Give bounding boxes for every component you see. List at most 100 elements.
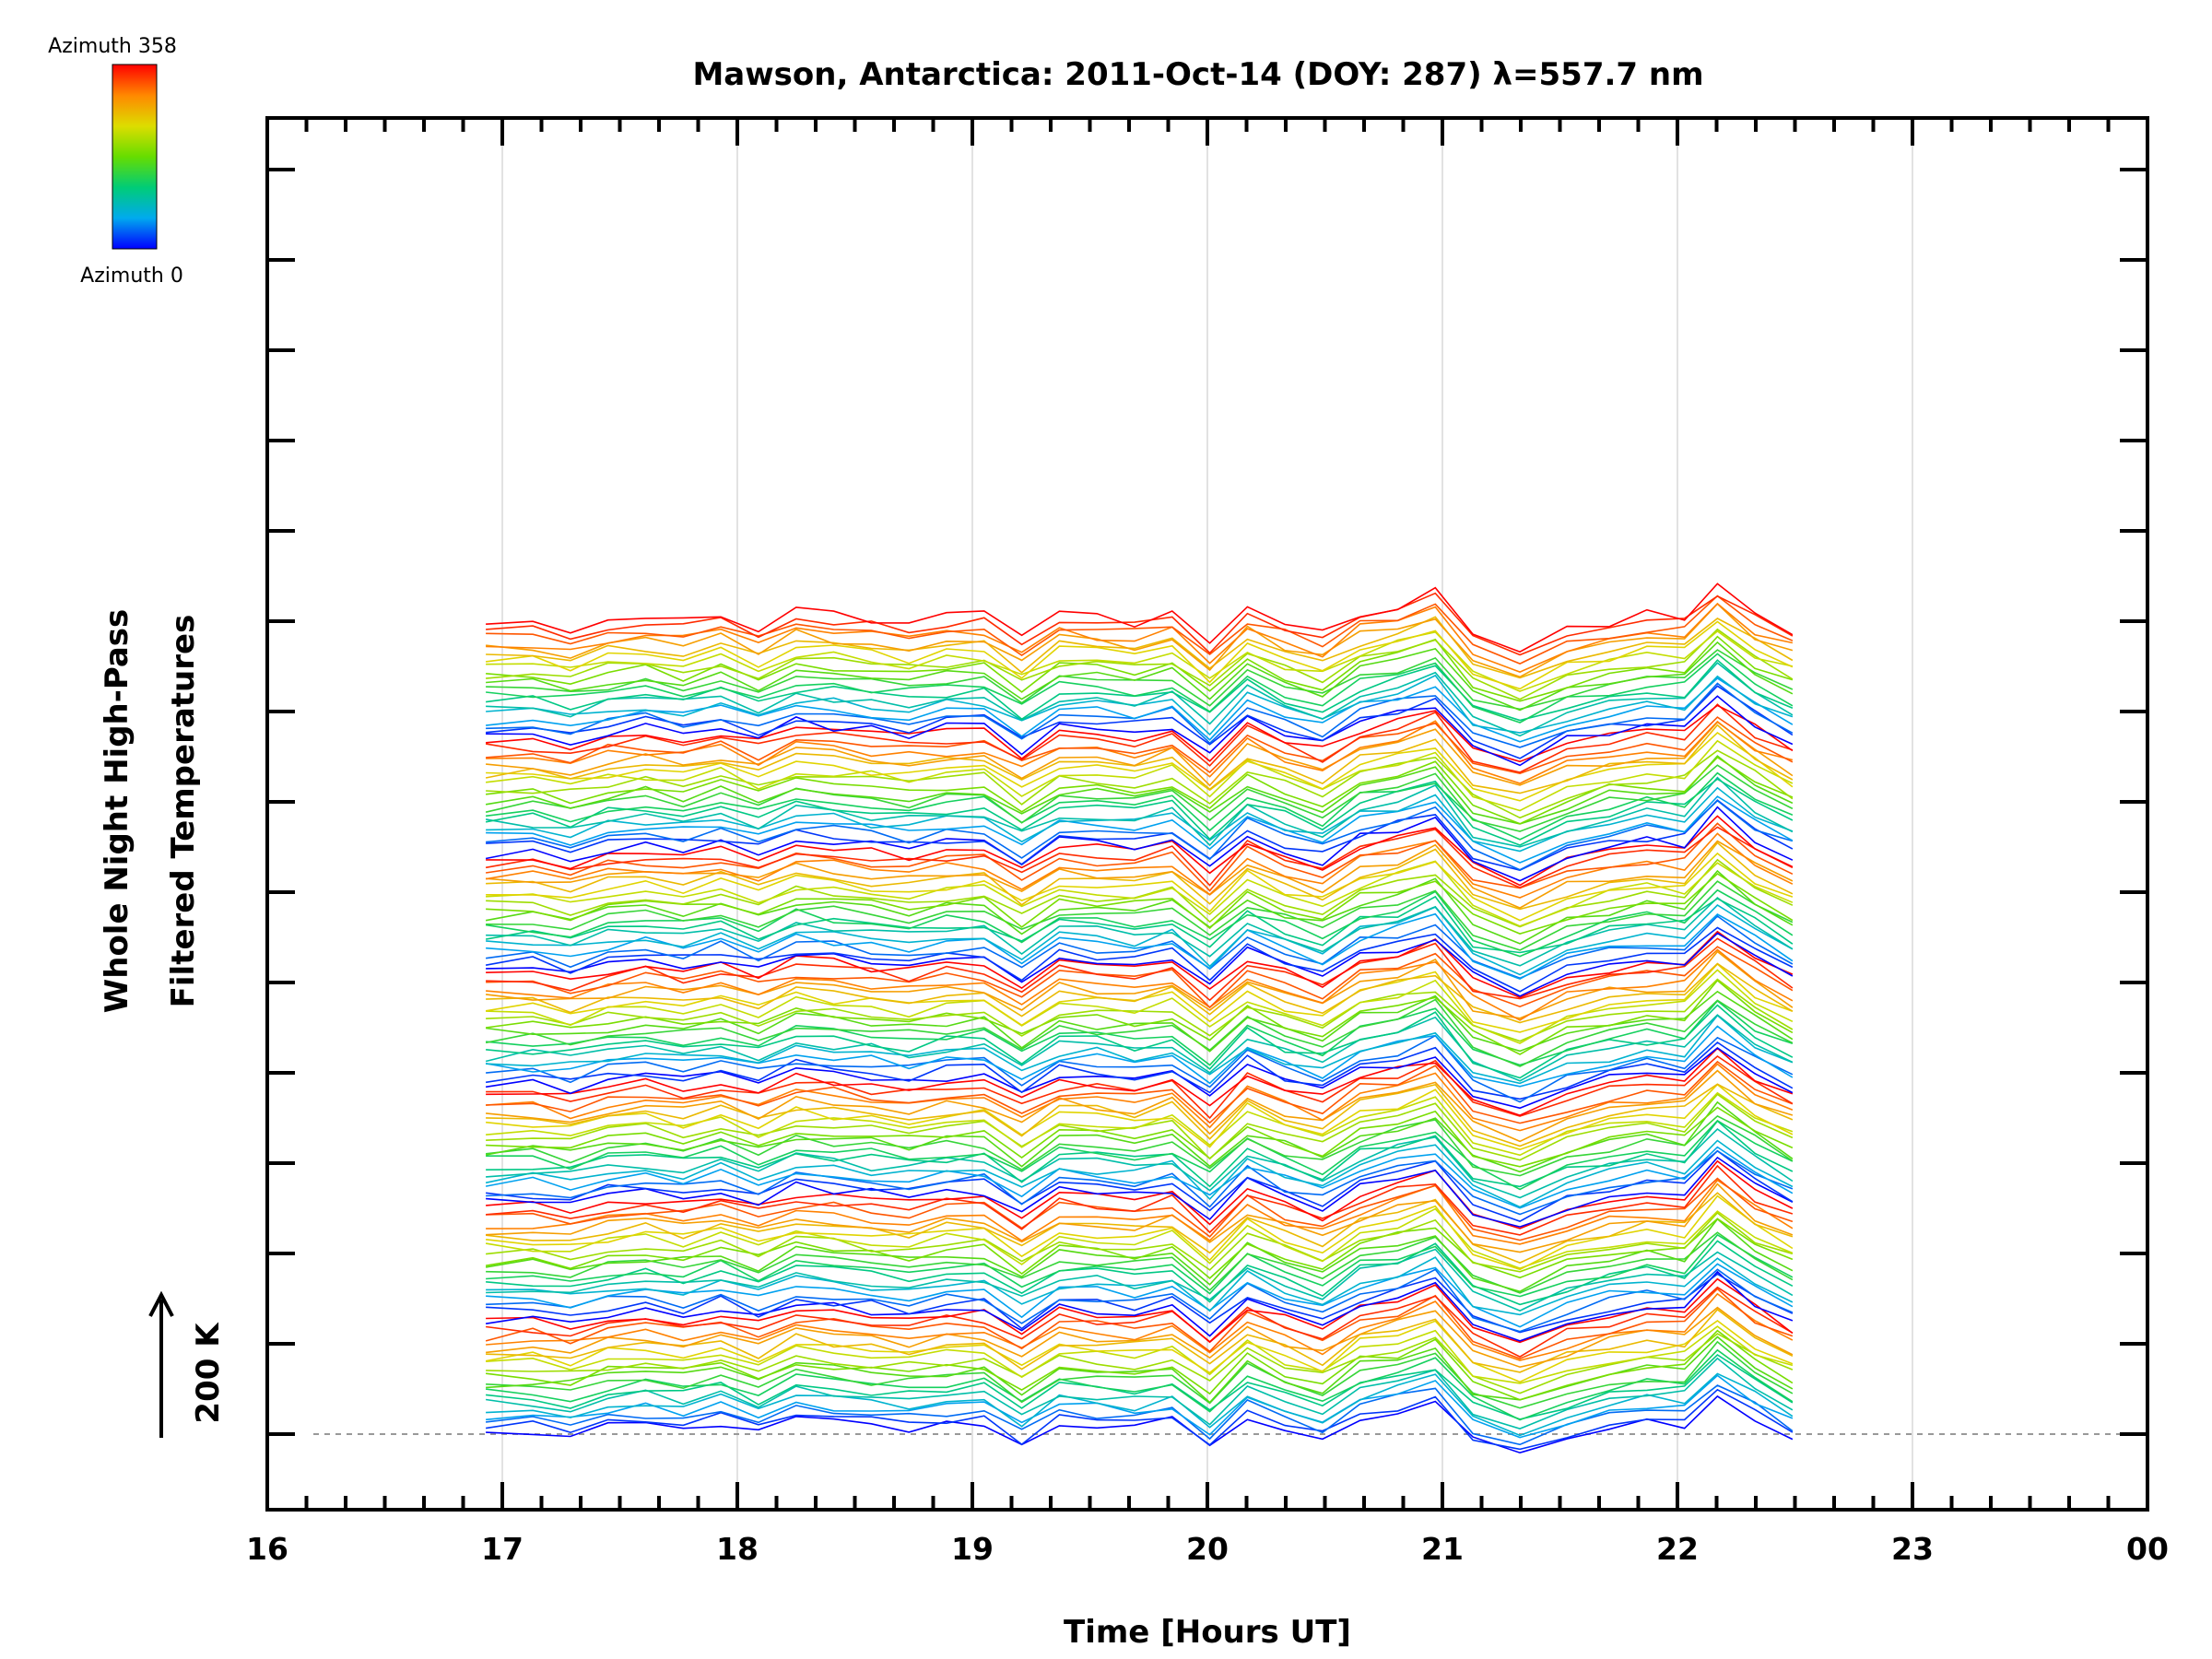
x-tick-label: 18 — [716, 1531, 759, 1567]
series-line — [486, 969, 1794, 1044]
series-line — [486, 1034, 1794, 1103]
series-line — [486, 1063, 1794, 1132]
series-line — [486, 1192, 1794, 1264]
series-line — [486, 756, 1794, 825]
x-tick-label: 19 — [951, 1531, 994, 1567]
series-line — [485, 1270, 1794, 1342]
series-line — [486, 1093, 1794, 1161]
x-axis-label: Time [Hours UT] — [1064, 1614, 1351, 1651]
series-line — [485, 1139, 1794, 1208]
series-line — [486, 1120, 1794, 1188]
series-line — [486, 872, 1794, 935]
series-group — [485, 582, 1794, 1454]
series-line — [486, 1372, 1794, 1437]
series-line — [485, 832, 1794, 899]
series-line — [485, 1218, 1794, 1293]
series-line — [486, 620, 1794, 690]
series-line — [485, 1047, 1794, 1110]
series-line — [486, 950, 1794, 1019]
series-line — [485, 755, 1794, 825]
series-line — [485, 998, 1794, 1067]
series-line — [485, 822, 1794, 892]
colorbar-bottom-label: Azimuth 0 — [80, 265, 183, 288]
series-line — [486, 880, 1794, 951]
series-line — [486, 1374, 1794, 1439]
series-line — [486, 653, 1794, 724]
series-line — [486, 592, 1794, 656]
series-line — [486, 1194, 1794, 1271]
series-line — [486, 1047, 1794, 1116]
x-tick-label: 00 — [2126, 1531, 2169, 1567]
series-line — [486, 594, 1794, 665]
scale-bar-label: 200 K — [190, 1322, 227, 1424]
series-line — [486, 930, 1794, 999]
series-line — [486, 616, 1794, 679]
series-line — [486, 1233, 1794, 1298]
series-line — [486, 932, 1794, 997]
series-line — [486, 1308, 1794, 1373]
series-line — [485, 806, 1794, 882]
series-line — [485, 895, 1794, 954]
series-line — [486, 629, 1794, 692]
series-line — [485, 1025, 1794, 1088]
series-line — [486, 1240, 1794, 1306]
series-line — [486, 721, 1794, 787]
series-line — [485, 778, 1794, 846]
series-line — [486, 1069, 1794, 1143]
colorbar-top-label: Azimuth 358 — [48, 35, 177, 58]
series-line — [486, 786, 1794, 853]
series-line — [486, 1268, 1794, 1333]
x-tick-label: 23 — [1891, 1531, 1934, 1567]
series-line — [486, 704, 1794, 763]
series-line — [486, 1179, 1794, 1245]
series-line — [486, 1182, 1794, 1253]
series-line — [486, 1211, 1794, 1273]
series-line — [486, 1277, 1794, 1344]
series-line — [486, 771, 1794, 841]
series-line — [486, 937, 1794, 1002]
x-tick-label: 17 — [481, 1531, 524, 1567]
series-line — [485, 764, 1794, 832]
series-line — [485, 888, 1794, 958]
series-line — [485, 1218, 1794, 1279]
series-line — [485, 914, 1794, 980]
x-tick-label: 16 — [246, 1531, 288, 1567]
series-line — [486, 841, 1794, 911]
series-line — [486, 603, 1794, 678]
series-line — [486, 716, 1794, 775]
series-line — [486, 1256, 1794, 1316]
x-tick-label: 21 — [1421, 1531, 1464, 1567]
series-line — [486, 1119, 1794, 1191]
series-line — [486, 635, 1794, 702]
series-line — [486, 1149, 1794, 1216]
series-line — [486, 799, 1794, 871]
scale-bar-arrowhead — [148, 1290, 174, 1317]
scale-bar: 200 K — [148, 1290, 227, 1438]
grid — [501, 118, 1913, 1510]
series-line — [486, 1286, 1794, 1359]
x-tick-label: 20 — [1186, 1531, 1229, 1567]
series-line — [485, 1388, 1794, 1451]
series-line — [486, 602, 1794, 673]
series-line — [486, 962, 1794, 1024]
y-axis-label-line1: Whole Night High-Pass — [99, 609, 135, 1014]
series-line — [486, 1329, 1794, 1401]
y-axis-label-line2: Filtered Temperatures — [165, 615, 202, 1008]
series-line — [486, 1060, 1794, 1124]
series-line — [485, 703, 1794, 773]
series-line — [486, 739, 1794, 812]
series-line — [486, 1127, 1794, 1199]
series-line — [486, 795, 1794, 864]
series-line — [486, 903, 1794, 976]
series-line — [486, 582, 1794, 653]
series-line — [486, 1325, 1794, 1384]
series-line — [486, 1054, 1794, 1120]
series-line — [486, 731, 1794, 802]
series-line — [486, 1164, 1794, 1236]
colorbar-gradient — [112, 64, 158, 250]
series-line — [486, 1292, 1794, 1361]
series-line — [486, 641, 1794, 712]
series-line — [486, 1083, 1794, 1147]
series-line — [486, 749, 1794, 819]
colorbar: Azimuth 358 Azimuth 0 — [48, 35, 183, 288]
